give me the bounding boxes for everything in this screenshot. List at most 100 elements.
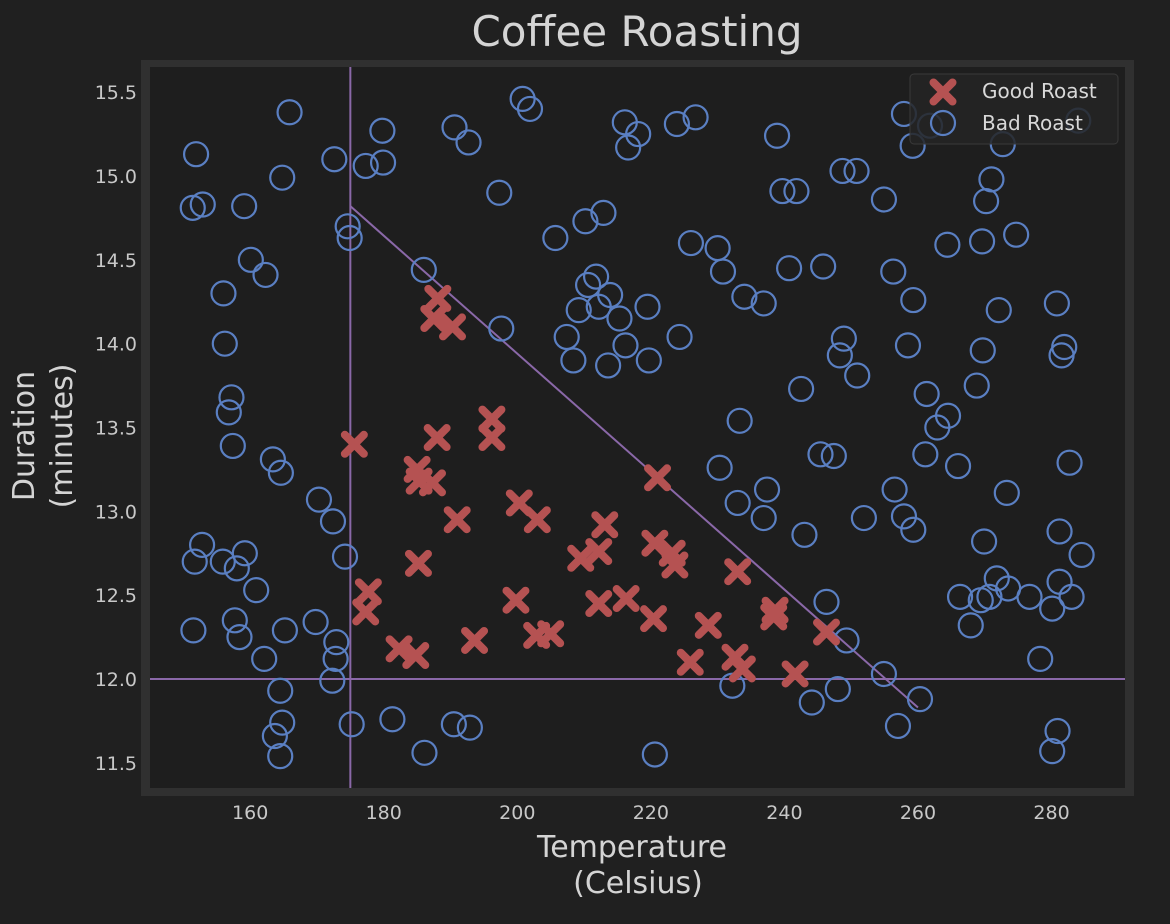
good-roast-point	[661, 551, 689, 579]
y-tick-label: 12.0	[95, 669, 137, 691]
bad-roast-point	[870, 186, 898, 213]
y-tick-label: 12.5	[95, 585, 137, 607]
good-roast-series	[340, 284, 840, 688]
bad-roast-point	[336, 224, 363, 252]
bad-roast-point	[271, 617, 298, 644]
bad-roast-point	[946, 583, 974, 610]
good-roast-point	[420, 305, 448, 333]
x-tick-label: 200	[499, 802, 535, 824]
good-roast-point	[423, 424, 451, 452]
bad-roast-point	[560, 347, 587, 374]
bad-roast-point	[456, 714, 483, 741]
bad-roast-point	[252, 261, 279, 289]
bad-roast-point	[210, 280, 237, 307]
plot-area	[150, 67, 1125, 788]
bad-roast-point	[323, 629, 350, 656]
good-roast-point	[641, 529, 669, 557]
bad-roast-point	[706, 454, 733, 481]
x-tick-label: 240	[766, 802, 802, 824]
bad-roast-point	[963, 372, 990, 399]
legend-bad-roast-marker	[929, 109, 957, 137]
bad-roast-point	[850, 504, 877, 532]
bad-roast-point	[798, 689, 825, 716]
bad-roast-point	[221, 607, 248, 634]
bad-roast-point	[219, 432, 246, 460]
bad-roast-point	[516, 95, 544, 123]
bad-roast-point	[788, 375, 815, 403]
y-tick-label: 14.0	[95, 334, 137, 356]
x-tick-label: 280	[1033, 802, 1069, 824]
bad-roast-point	[302, 608, 329, 636]
bad-roast-point	[215, 399, 242, 426]
bad-roast-point	[590, 199, 617, 226]
bad-roast-point	[410, 256, 437, 283]
bad-roast-series	[179, 85, 1095, 770]
good-roast-point	[402, 642, 430, 670]
bad-roast-point	[934, 402, 962, 429]
bad-roast-point	[411, 739, 438, 766]
good-roast-point	[523, 506, 551, 534]
bad-roast-point	[338, 711, 365, 738]
bad-roast-point	[824, 675, 851, 703]
bad-roast-point	[582, 263, 610, 290]
bad-roast-point	[783, 177, 810, 205]
good-roast-point	[760, 603, 788, 631]
legend-x-marker	[929, 78, 957, 106]
bad-roast-point	[334, 213, 361, 240]
bad-roast-point	[829, 157, 856, 185]
y-tick-label: 11.5	[95, 753, 137, 775]
bad-roast-point	[269, 164, 296, 191]
bad-roast-point	[189, 191, 216, 218]
bad-roast-point	[612, 332, 639, 359]
bad-roast-point	[976, 583, 1003, 610]
bad-roast-point	[606, 305, 633, 332]
good-roast-point	[724, 558, 752, 586]
bad-roast-point	[182, 141, 210, 168]
bad-roast-point	[1039, 738, 1066, 765]
bad-roast-point	[709, 258, 737, 285]
bad-roast-point	[441, 114, 468, 141]
bad-roast-point	[595, 352, 622, 379]
bad-roast-point	[906, 686, 934, 713]
bad-roast-point	[726, 407, 753, 434]
good-roast-point	[354, 578, 382, 606]
bad-roast-point	[934, 231, 961, 258]
bad-roast-point	[1043, 290, 1070, 317]
bad-roast-point	[237, 246, 264, 273]
good-roast-point	[728, 655, 756, 683]
bad-roast-point	[870, 660, 898, 688]
legend-good-roast-marker	[929, 78, 957, 106]
bad-roast-point	[813, 588, 840, 615]
bad-roast-point	[231, 193, 258, 220]
bad-roast-point	[379, 706, 406, 733]
bad-roast-point	[188, 531, 216, 558]
x-tick-label: 180	[366, 802, 402, 824]
bad-roast-point	[677, 229, 705, 257]
y-axis-label-line1: Duration	[7, 371, 42, 501]
bad-roast-point	[251, 645, 278, 672]
bad-roast-point	[181, 548, 208, 575]
legend: Good Roast Bad Roast	[909, 73, 1119, 145]
good-roast-point	[640, 605, 668, 633]
good-roast-point	[537, 620, 565, 648]
good-roast-point	[591, 511, 619, 539]
bad-roast-point	[843, 157, 870, 185]
good-roast-point	[461, 626, 489, 654]
bad-roast-point	[666, 323, 693, 351]
bad-roast-point	[969, 337, 996, 364]
bad-roast-point	[267, 743, 294, 770]
bad-roast-point	[944, 452, 972, 480]
good-roast-point	[676, 648, 704, 676]
x-tick-label: 260	[900, 802, 936, 824]
bad-roast-point	[769, 177, 796, 205]
bad-roast-point	[1039, 595, 1066, 622]
bad-roast-point	[985, 297, 1012, 324]
bad-roast-point	[179, 194, 206, 221]
x-axis-label-line1: Temperature	[536, 830, 727, 865]
bad-roast-point	[881, 476, 908, 503]
bad-roast-point	[641, 741, 668, 768]
bad-roast-point	[455, 129, 482, 156]
x-tick-label: 160	[232, 802, 268, 824]
y-axis-label-line2: (minutes)	[45, 364, 80, 509]
bad-roast-point	[807, 441, 834, 468]
